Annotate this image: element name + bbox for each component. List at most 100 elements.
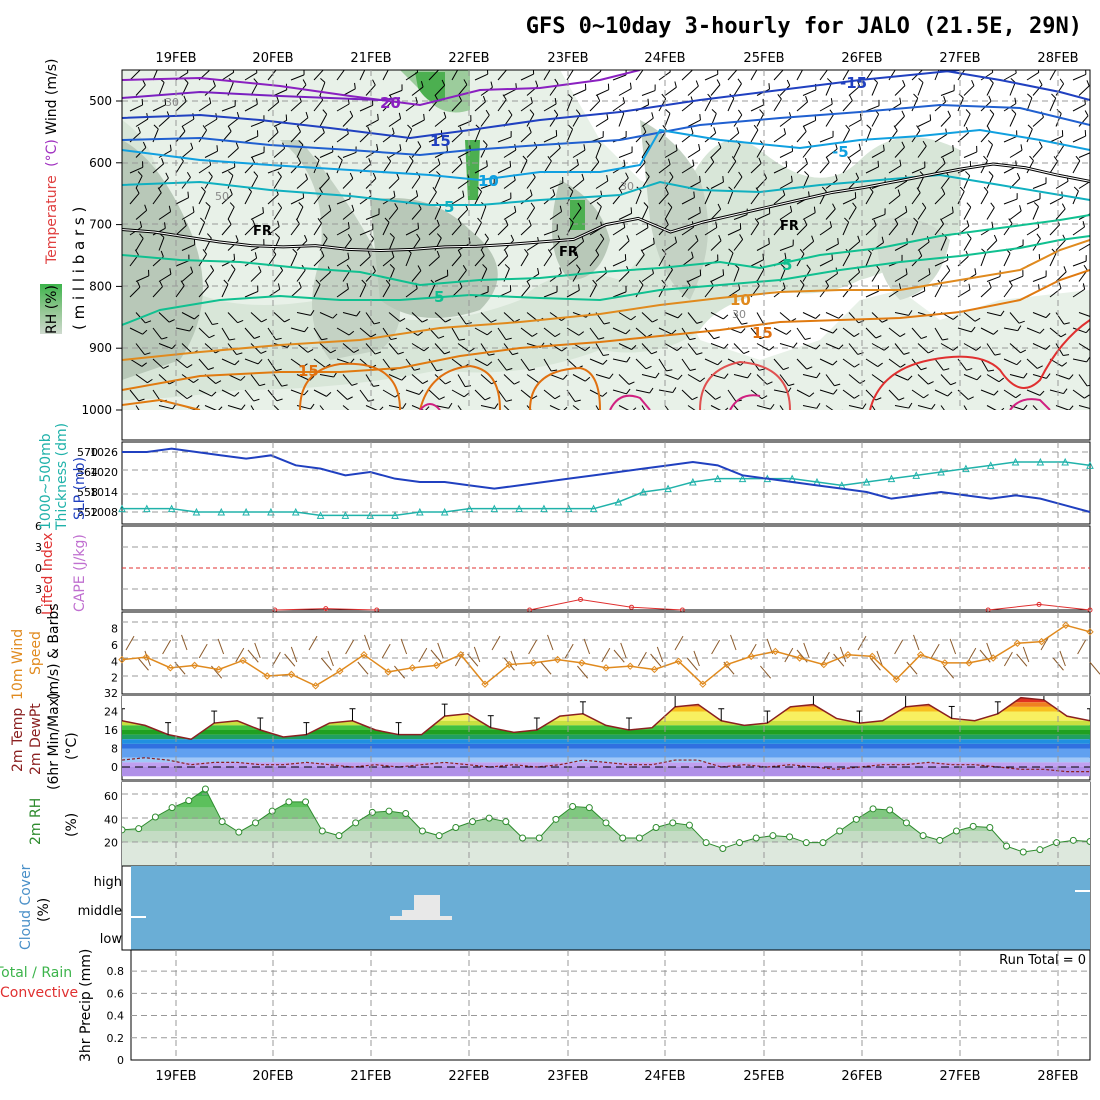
label-rh2m-1: 2m RH <box>28 798 44 845</box>
wind-barb-flag <box>253 171 259 177</box>
wind-barb <box>359 256 371 267</box>
lifted-tick-label: 3 <box>35 583 42 596</box>
wind-barb <box>819 70 828 81</box>
wind-barb-flag <box>137 171 143 177</box>
wind-barb-flag <box>506 367 513 371</box>
wind-barb <box>848 119 862 127</box>
wind-barb <box>313 358 326 368</box>
wind-barb <box>842 327 855 337</box>
wind-barb-flag <box>974 268 977 275</box>
wind-barb-flag <box>881 236 885 243</box>
wind-barb-flag <box>391 251 395 258</box>
wind-barb <box>1078 343 1090 351</box>
wind-barb <box>227 117 240 127</box>
wind-barb <box>963 175 971 189</box>
wind-barb-flag <box>284 318 290 323</box>
y-tick-label: 800 <box>89 279 112 293</box>
wind-barb-flag <box>436 219 440 226</box>
wind-barb <box>756 145 765 158</box>
wind-barb-flag <box>816 403 821 409</box>
thickness-point <box>962 464 970 473</box>
wind-barb <box>474 255 485 267</box>
wind-barb-flag <box>947 110 951 117</box>
wind10m-point <box>215 665 223 674</box>
label-temp-4: (°C) <box>64 732 80 760</box>
wind-barb <box>888 389 900 401</box>
wind-barb-flag <box>852 202 857 208</box>
wind-barb-flag <box>169 144 172 151</box>
wind-barb-flag <box>315 279 321 285</box>
wind-barb <box>543 327 556 337</box>
wind-barb <box>244 327 255 339</box>
rh2m-point <box>385 807 393 815</box>
wind-barb <box>313 255 325 267</box>
wind10m-barb <box>906 661 918 675</box>
wind-barb <box>727 98 735 112</box>
wind-barb-flag <box>554 97 557 105</box>
wind-barb <box>198 191 206 205</box>
wind-barb <box>129 70 141 81</box>
wind-barb <box>1009 343 1021 354</box>
thickness-point <box>391 511 399 519</box>
wind-barb <box>244 358 259 365</box>
wind-barb <box>549 114 559 127</box>
wind-barb-flag <box>866 124 872 130</box>
wind-barb <box>129 104 143 112</box>
wind-barb-flag <box>183 219 187 226</box>
wind-barb <box>796 224 808 236</box>
wind10m-barb <box>674 635 684 651</box>
wind10m-barb <box>217 638 225 655</box>
wind-barb <box>1003 253 1011 267</box>
wind-barb-flag <box>762 253 765 260</box>
wind-barb <box>135 343 145 355</box>
wind-barb-flag <box>142 79 146 86</box>
wind-barb <box>842 253 851 267</box>
wind-barb <box>1026 97 1033 112</box>
thickness-point <box>862 477 871 486</box>
wind-barb <box>158 82 165 96</box>
wind-barb-flag <box>277 202 283 209</box>
date-label: 24FEB <box>644 51 685 66</box>
wind-barb-flag <box>202 125 207 131</box>
wind-barb-flag <box>445 380 451 385</box>
wind10m-barb <box>198 643 208 659</box>
wind-barb-flag <box>481 249 485 256</box>
rh-band <box>122 831 1090 843</box>
wind-barb-flag <box>304 326 309 333</box>
wind-barb <box>319 113 328 127</box>
wind-barb <box>796 70 804 81</box>
wind-barb <box>1032 116 1044 127</box>
wind-barb <box>434 85 446 96</box>
wind-barb-flag <box>568 186 574 192</box>
wind-barb <box>319 238 328 251</box>
wind-barb-flag <box>277 220 280 227</box>
thickness-point <box>490 504 499 513</box>
lifted-tick-label: 0 <box>35 562 42 575</box>
wind-barb <box>520 327 533 337</box>
wind-barb-flag <box>144 204 148 211</box>
wind-barb-flag <box>966 220 970 227</box>
wind-barb <box>1049 287 1062 298</box>
wind-barb <box>474 358 488 367</box>
wind-barb-flag <box>858 320 865 324</box>
wind-barb-flag <box>375 351 382 355</box>
wind-barb-flag <box>829 221 833 228</box>
wind-barb <box>1072 135 1086 143</box>
chart-title: GFS 0~10day 3-hourly for JALO (21.5E, 29… <box>526 14 1082 39</box>
wind-barb <box>779 117 792 127</box>
label-wind10-3: (m/s) & Barbs <box>46 603 62 700</box>
wind10m-barb <box>473 646 481 663</box>
wind-barb <box>635 358 647 370</box>
wind-barb-flag <box>618 187 623 194</box>
wind-barb <box>681 389 693 401</box>
wind-barb-flag <box>554 333 561 338</box>
wind-barb <box>871 113 880 127</box>
wind10m-barb <box>381 643 391 659</box>
wind-barb-flag <box>477 217 482 223</box>
wind-barb <box>704 358 718 366</box>
wind-barb <box>865 252 872 267</box>
wind-barb <box>727 389 737 402</box>
wind-barb <box>773 98 782 112</box>
wind-barb <box>865 358 879 367</box>
